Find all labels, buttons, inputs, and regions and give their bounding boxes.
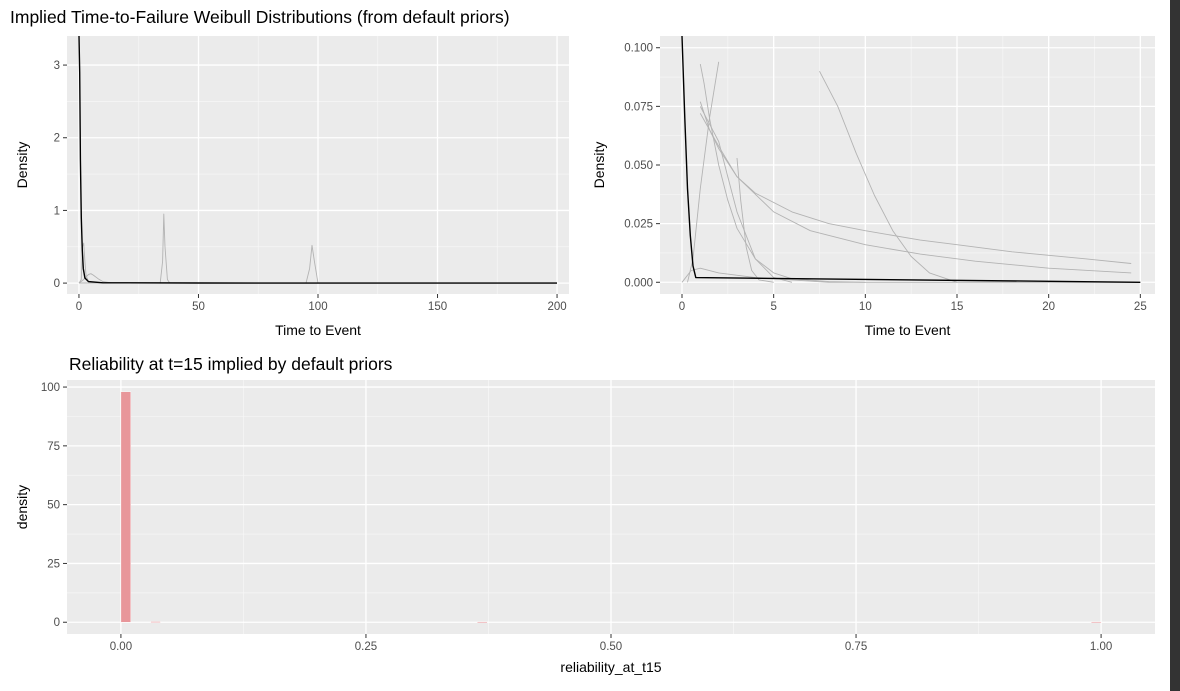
chart-3-histogram-bar-4 (1090, 621, 1102, 623)
chart-2-y-tick-label: 0.000 (624, 277, 653, 289)
chart-3-y-tick-label: 25 (47, 558, 60, 570)
chart-1-y-tick-label: 1 (54, 205, 60, 217)
chart-3-x-tick-label: 1.00 (1090, 641, 1112, 653)
chart-3-histogram-bar-2 (150, 621, 161, 623)
chart-1-x-tick-label: 0 (76, 301, 82, 313)
chart-3-histogram-bar-1 (120, 391, 132, 623)
chart-3-y-axis-title: density (14, 485, 30, 529)
chart-3-x-tick-label: 0.25 (355, 641, 377, 653)
chart-2-x-tick-label: 25 (1134, 301, 1147, 313)
chart-2-x-axis-title: Time to Event (865, 322, 951, 338)
figure-title: Implied Time-to-Failure Weibull Distribu… (10, 7, 510, 27)
chart-2-x-tick-label: 15 (951, 301, 964, 313)
chart-3-y-tick-label: 0 (54, 617, 60, 629)
chart-3-y-tick-label: 50 (47, 500, 60, 512)
chart-2-series-line-9 (681, 267, 1141, 283)
chart-2-x-tick-label: 20 (1042, 301, 1055, 313)
chart-1-series-line-2 (78, 242, 557, 284)
chart-1-x-axis-title: Time to Event (275, 322, 361, 338)
window-scrollbar[interactable] (1170, 0, 1180, 691)
chart-2-y-tick-label: 0.100 (624, 43, 653, 55)
chart-3-x-tick-label: 0.50 (600, 641, 622, 653)
chart-2-series-line-3 (687, 61, 720, 283)
chart-1-x-tick-label: 50 (192, 301, 205, 313)
chart-3-x-tick-label: 0.75 (845, 641, 867, 653)
chart-2-series-line-7 (736, 157, 774, 283)
chart-2-x-tick-label: 10 (859, 301, 872, 313)
chart-2-series-line-2 (699, 64, 866, 283)
chart-2-y-tick-label: 0.075 (624, 101, 653, 113)
chart-2-series-line-6 (699, 106, 793, 283)
chart-1-y-tick-label: 0 (54, 278, 60, 290)
chart-3-x-tick-label: 0.00 (110, 641, 132, 653)
chart-1-x-tick-label: 150 (428, 301, 447, 313)
chart-1-series-line-1 (78, 35, 558, 284)
chart-3-y-tick-label: 75 (47, 441, 60, 453)
chart-3-x-axis-title: reliability_at_t15 (560, 659, 661, 675)
chart-1-y-axis-title: Density (14, 142, 30, 189)
chart-2-series-line-4 (699, 101, 1132, 264)
chart-2-x-tick-label: 0 (679, 301, 685, 313)
chart-1-x-tick-label: 200 (547, 301, 566, 313)
chart-2-y-axis-title: Density (591, 142, 607, 189)
chart-3-histogram-bar-3 (477, 621, 488, 623)
chart-2-series-line-5 (699, 113, 1132, 274)
chart-2-y-tick-label: 0.025 (624, 219, 653, 231)
chart-2-x-tick-label: 5 (770, 301, 776, 313)
chart-3-title: Reliability at t=15 implied by default p… (69, 354, 393, 374)
chart-1-y-tick-label: 2 (54, 133, 60, 145)
chart-2-series-line-8 (819, 70, 958, 283)
chart-1-y-tick-label: 3 (54, 60, 60, 72)
chart-1-x-tick-label: 100 (308, 301, 327, 313)
chart-3-y-tick-label: 100 (41, 382, 60, 394)
chart-2-series-line-1 (681, 35, 1141, 283)
chart-2-y-tick-label: 0.050 (624, 160, 653, 172)
